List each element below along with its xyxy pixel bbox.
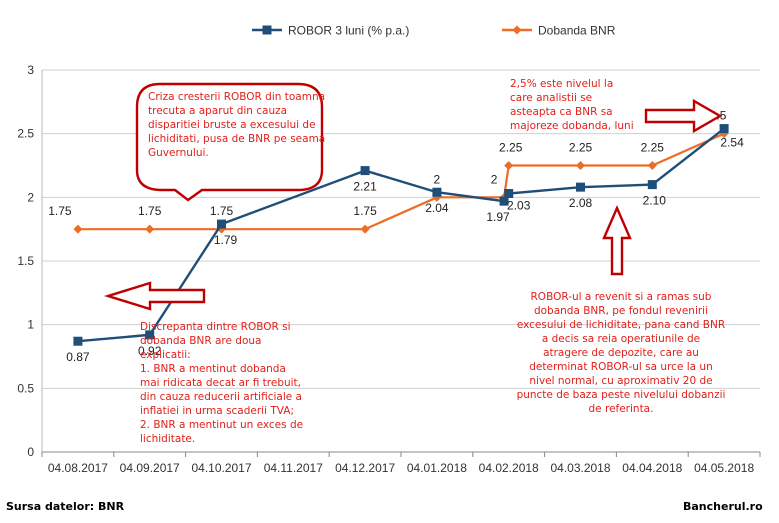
discrepancy-note-line: dobanda BNR are doua: [140, 335, 262, 347]
robor-data-label: 0.87: [66, 350, 90, 364]
discrepancy-note: Discrepanta dintre ROBOR si dobanda BNR a…: [140, 320, 330, 446]
x-tick-label: 04.12.2017: [335, 461, 395, 475]
discrepancy-note-line: explicatii:: [140, 349, 191, 361]
discrepancy-note-line: Discrepanta dintre ROBOR si: [140, 321, 291, 333]
right-arrow: [644, 98, 723, 134]
discrepancy-note-line: 2. BNR a mentinut un exces de: [140, 419, 304, 431]
robor-point-marker: [576, 182, 585, 192]
robor-point-marker: [504, 189, 514, 199]
robor-point-marker: [499, 196, 509, 206]
robor-point-marker: [432, 187, 442, 197]
y-tick-label: 0.5: [17, 381, 34, 395]
robor-data-label: 2.10: [643, 194, 667, 208]
discrepancy-note-line: mai ridicata decat ar fi trebuit,: [140, 377, 302, 389]
robor-return-note-line: excesului de lichiditate, pana cand BNR: [516, 319, 726, 331]
robor-data-label: 2.21: [353, 180, 377, 194]
callout-bubble: [135, 82, 324, 202]
robor-return-note-line: de referinta.: [588, 403, 654, 415]
robor-data-label: 2.54: [720, 136, 744, 150]
bnr-data-label: 2.25: [569, 141, 593, 155]
analysts-note-line: majoreze dobanda, luni: [510, 120, 634, 132]
robor-point-marker: [145, 330, 155, 340]
robor-return-note-line: dobanda BNR, pe fondul revenirii: [533, 305, 709, 317]
bnr-data-label: 2: [491, 172, 498, 186]
x-tick-label: 04.03.2018: [550, 461, 610, 475]
y-tick-label: 1: [27, 318, 34, 332]
robor-return-note-line: determinat ROBOR-ul sa urce la un: [529, 361, 713, 373]
discrepancy-note-line: 1. BNR a mentinut dobanda: [140, 363, 286, 375]
robor-point-marker: [217, 219, 226, 229]
discrepancy-note-line: din cauza reducerii artificiale a: [140, 391, 302, 403]
bnr-data-label: 1.75: [210, 204, 234, 218]
site-footer: Bancherul.ro: [683, 500, 763, 513]
robor-return-note-line: a decis sa reia operatiunile de: [541, 333, 701, 345]
legend-robor-label: ROBOR 3 luni (% p.a.): [288, 24, 409, 38]
legend-bnr-label: Dobanda BNR: [538, 24, 616, 38]
robor-return-note: ROBOR-ul a revenit si a ramas sub dobanda…: [506, 290, 736, 416]
robor-return-note-line: atragere de depozite, care au: [543, 347, 699, 359]
x-tick-label: 04.04.2018: [622, 461, 682, 475]
bnr-data-label: 2: [434, 172, 441, 186]
x-tick-label: 04.05.2018: [694, 461, 754, 475]
x-tick-label: 04.11.2017: [264, 461, 323, 475]
bnr-data-label: 2.25: [641, 141, 665, 155]
up-arrow: [602, 204, 632, 276]
x-tick-label: 04.02.2018: [479, 461, 539, 475]
analysts-note-line: asteapta ca BNR sa: [510, 106, 613, 118]
x-tick-label: 04.08.2017: [48, 461, 108, 475]
y-tick-label: 2.5: [17, 127, 34, 141]
analysts-note-line: care analistii se: [510, 92, 593, 104]
bnr-point-marker: [647, 161, 657, 170]
robor-data-label: 2.03: [507, 199, 531, 213]
robor-point-marker: [719, 124, 729, 134]
bnr-point-marker: [360, 224, 370, 234]
robor-data-label: 1.97: [486, 210, 510, 224]
bnr-data-label: 1.75: [48, 204, 72, 218]
robor-data-label: 0.92: [138, 344, 162, 358]
bnr-data-label: 1.75: [353, 204, 377, 218]
analysts-note-line: 2,5% este nivelul la: [510, 78, 614, 90]
bnr-point-marker: [576, 161, 585, 170]
bnr-data-label: 1.75: [138, 204, 162, 218]
robor-point-marker: [73, 336, 83, 346]
robor-series-line: [77, 127, 725, 343]
robor-data-label: 1.79: [214, 233, 238, 247]
robor-point-marker: [360, 166, 370, 176]
bnr-point-marker: [504, 161, 514, 170]
callout-note-text: Criza cresterii ROBOR din toamna trecuta…: [148, 91, 326, 159]
x-tick-label: 04.10.2017: [191, 461, 251, 475]
left-arrow: [103, 281, 206, 311]
x-tick-label: 04.01.2018: [407, 461, 467, 475]
legend-swatch-marker: [512, 25, 522, 35]
bnr-data-label: 2.25: [499, 141, 523, 155]
source-footer: Sursa datelor: BNR: [6, 500, 125, 513]
robor-data-label: 2.08: [569, 196, 593, 210]
discrepancy-note-line: lichiditate.: [140, 433, 196, 445]
discrepancy-note-line: inflatiei in urma scaderii TVA;: [140, 405, 295, 417]
bnr-point-marker: [73, 224, 83, 234]
x-tick-label: 04.09.2017: [120, 461, 180, 475]
robor-return-note-line: nivel normal, cu aproximativ 20 de: [529, 375, 713, 387]
analysts-expectation-note: 2,5% este nivelul la care analistii se ast…: [510, 77, 670, 133]
robor-return-note-line: puncte de baza peste nivelului dobanzii: [516, 389, 726, 401]
y-tick-label: 1.5: [17, 254, 34, 268]
y-tick-label: 3: [27, 63, 34, 77]
robor-point-marker: [647, 180, 657, 190]
robor-data-label: 2.04: [425, 201, 449, 215]
bnr-point-marker: [145, 224, 155, 234]
robor-return-note-line: ROBOR-ul a revenit si a ramas sub: [530, 291, 712, 303]
y-tick-label: 0: [27, 445, 34, 459]
legend-swatch-marker: [262, 25, 272, 35]
y-tick-label: 2: [27, 190, 34, 204]
